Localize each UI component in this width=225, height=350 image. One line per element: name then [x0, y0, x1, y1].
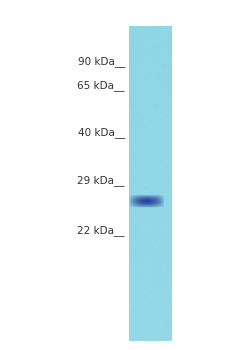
Text: 29 kDa__: 29 kDa__	[77, 175, 125, 186]
Text: 90 kDa__: 90 kDa__	[77, 56, 125, 67]
Text: 22 kDa__: 22 kDa__	[77, 225, 125, 237]
Text: 40 kDa__: 40 kDa__	[77, 127, 125, 139]
Text: 65 kDa__: 65 kDa__	[77, 80, 125, 91]
